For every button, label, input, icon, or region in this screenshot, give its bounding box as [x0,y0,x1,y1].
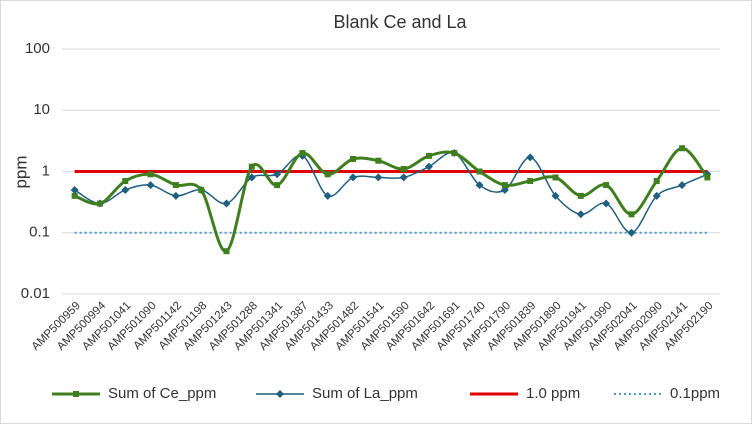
legend-label: 1.0 ppm [526,385,580,402]
marker [299,150,306,157]
marker [146,181,155,190]
marker [374,173,383,182]
marker [551,191,560,200]
marker [704,174,711,181]
marker [349,173,358,182]
marker [274,182,281,189]
legend-marker [276,390,284,398]
legend-label: Sum of La_ppm [312,385,418,402]
marker [70,185,79,194]
marker [652,191,661,200]
y-tick-label: 10 [33,101,50,118]
marker [71,192,78,199]
marker [399,173,408,182]
y-axis-label: ppm [11,155,30,188]
legend-label: Sum of Ce_ppm [108,385,216,402]
marker [603,182,610,189]
marker [121,185,130,194]
marker [323,191,332,200]
marker [375,157,382,164]
y-tick-label: 0.1 [29,224,50,241]
marker [424,162,433,171]
y-tick-label: 1 [42,162,50,179]
marker [425,152,432,159]
marker [475,181,484,190]
marker [273,170,282,179]
marker [198,186,205,193]
marker [628,211,635,218]
chart-title: Blank Ce and La [333,12,467,32]
marker [526,153,535,162]
marker [527,177,534,184]
marker [122,177,129,184]
marker [222,199,231,208]
marker [172,182,179,189]
marker [223,248,230,255]
y-tick-label: 0.01 [21,285,50,302]
y-tick-label: 100 [25,40,50,57]
series-line [74,146,709,253]
marker [350,155,357,162]
marker [678,181,687,190]
legend-label: 0.1ppm [670,385,720,402]
marker [602,199,611,208]
legend-marker [73,391,79,397]
marker [147,171,154,178]
marker [247,173,256,182]
marker [552,174,559,181]
marker [324,171,331,178]
marker [679,145,686,152]
marker [451,150,458,157]
marker [576,210,585,219]
marker [96,200,103,207]
marker [501,182,508,189]
marker [476,168,483,175]
marker [248,163,255,170]
marker [400,165,407,172]
marker [627,228,636,237]
marker [577,192,584,199]
marker [653,177,660,184]
marker [171,191,180,200]
